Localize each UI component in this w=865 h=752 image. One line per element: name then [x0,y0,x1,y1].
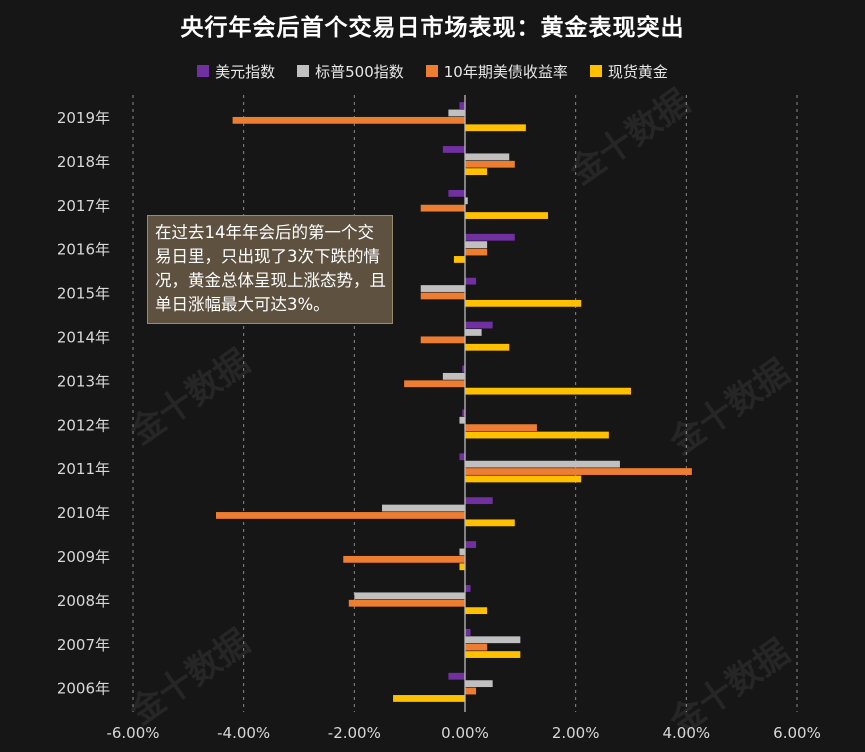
bar-10y-yield [348,599,465,607]
bar-10y-yield [465,424,537,432]
bar-usd-index [459,453,465,461]
legend-item-spot-gold[interactable]: 现货黄金 [589,61,668,82]
y-tick-label: 2016年 [57,241,110,259]
bar-spot-gold [465,651,521,658]
legend-item-usd-index[interactable]: 美元指数 [197,61,275,82]
bar-10y-yield [216,512,465,519]
bar-sp500 [465,680,493,688]
bar-spot-gold [465,431,609,439]
bar-spot-gold [459,563,465,571]
legend-swatch-spot-gold [589,65,602,77]
bar-10y-yield [465,687,477,695]
bar-10y-yield [420,204,465,212]
bar-sp500 [465,460,620,468]
bar-spot-gold [465,607,488,615]
x-tick-label: -4.00% [217,724,270,742]
bar-usd-index [448,672,465,680]
y-tick-label: 2010年 [57,504,110,522]
bar-sp500 [382,504,465,512]
x-tick-label: -6.00% [106,724,159,742]
bar-sp500 [465,241,488,249]
bar-sp500 [354,592,465,600]
x-tick-label: 6.00% [773,724,821,742]
bar-usd-index [465,321,493,329]
x-tick-label: -2.00% [328,724,381,742]
bar-10y-yield [343,555,465,563]
bar-usd-index [465,585,471,592]
y-tick-label: 2018年 [57,153,110,171]
legend-label-spot-gold: 现货黄金 [607,62,668,81]
legend: 美元指数 标普500指数 10年期美债收益率 现货黄金 [0,60,865,82]
y-tick-label: 2013年 [57,372,110,390]
bar-sp500 [465,329,482,336]
legend-label-sp500: 标普500指数 [315,62,404,81]
x-tick-label: 4.00% [663,724,711,742]
bar-usd-index [465,233,515,241]
legend-label-usd-index: 美元指数 [215,62,276,81]
y-tick-label: 2014年 [57,328,110,346]
bar-usd-index [465,541,477,548]
bar-sp500 [465,153,510,161]
bar-10y-yield [232,116,465,124]
x-tick-label: 2.00% [552,724,600,742]
annotation-box: 在过去14年年会后的第一个交易日里，只出现了3次下跌的情况，黄金总体呈现上涨态势… [147,215,393,324]
bar-usd-index [462,365,465,373]
bar-spot-gold [453,256,465,263]
y-tick-label: 2019年 [57,109,110,127]
bar-10y-yield [420,336,465,344]
bar-spot-gold [465,519,515,527]
bar-sp500 [465,197,468,205]
y-tick-label: 2011年 [57,460,110,478]
bar-usd-index [448,189,465,197]
bar-sp500 [465,636,521,644]
bar-spot-gold [465,212,548,219]
y-tick-label: 2007年 [57,636,110,654]
bar-spot-gold [465,299,582,307]
bar-sp500 [459,416,465,424]
bar-10y-yield [465,643,488,651]
bar-spot-gold [393,695,465,702]
bar-spot-gold [465,387,631,395]
y-tick-label: 2012年 [57,416,110,434]
bar-spot-gold [465,124,526,132]
y-tick-label: 2015年 [57,285,110,303]
chart-title: 央行年会后首个交易日市场表现：黄金表现突出 [180,15,685,41]
bar-sp500 [448,109,465,117]
bar-sp500 [442,372,465,380]
bar-usd-index [465,497,493,505]
bar-spot-gold [465,168,488,176]
bar-10y-yield [465,160,515,168]
bar-usd-index [459,102,465,109]
bar-spot-gold [465,343,510,351]
legend-swatch-usd-index [197,65,210,77]
x-tick-label: 0.00% [441,724,489,742]
bar-sp500 [459,548,465,556]
bar-spot-gold [465,475,582,483]
legend-swatch-10y-yield [425,65,438,77]
y-tick-label: 2017年 [57,197,110,215]
y-tick-label: 2008年 [57,592,110,610]
legend-label-10y-yield: 10年期美债收益率 [443,62,568,81]
bar-10y-yield [465,468,692,475]
bar-10y-yield [420,292,465,300]
y-tick-label: 2006年 [57,680,110,698]
bar-10y-yield [465,248,488,256]
y-tick-label: 2009年 [57,548,110,566]
bar-usd-index [465,277,477,285]
legend-item-sp500[interactable]: 标普500指数 [297,61,404,82]
bar-usd-index [465,628,471,636]
bar-sp500 [420,285,465,292]
bar-usd-index [462,409,465,417]
legend-item-10y-yield[interactable]: 10年期美债收益率 [425,61,568,82]
legend-swatch-sp500 [297,65,310,77]
bar-10y-yield [404,380,465,388]
bar-usd-index [442,146,465,153]
